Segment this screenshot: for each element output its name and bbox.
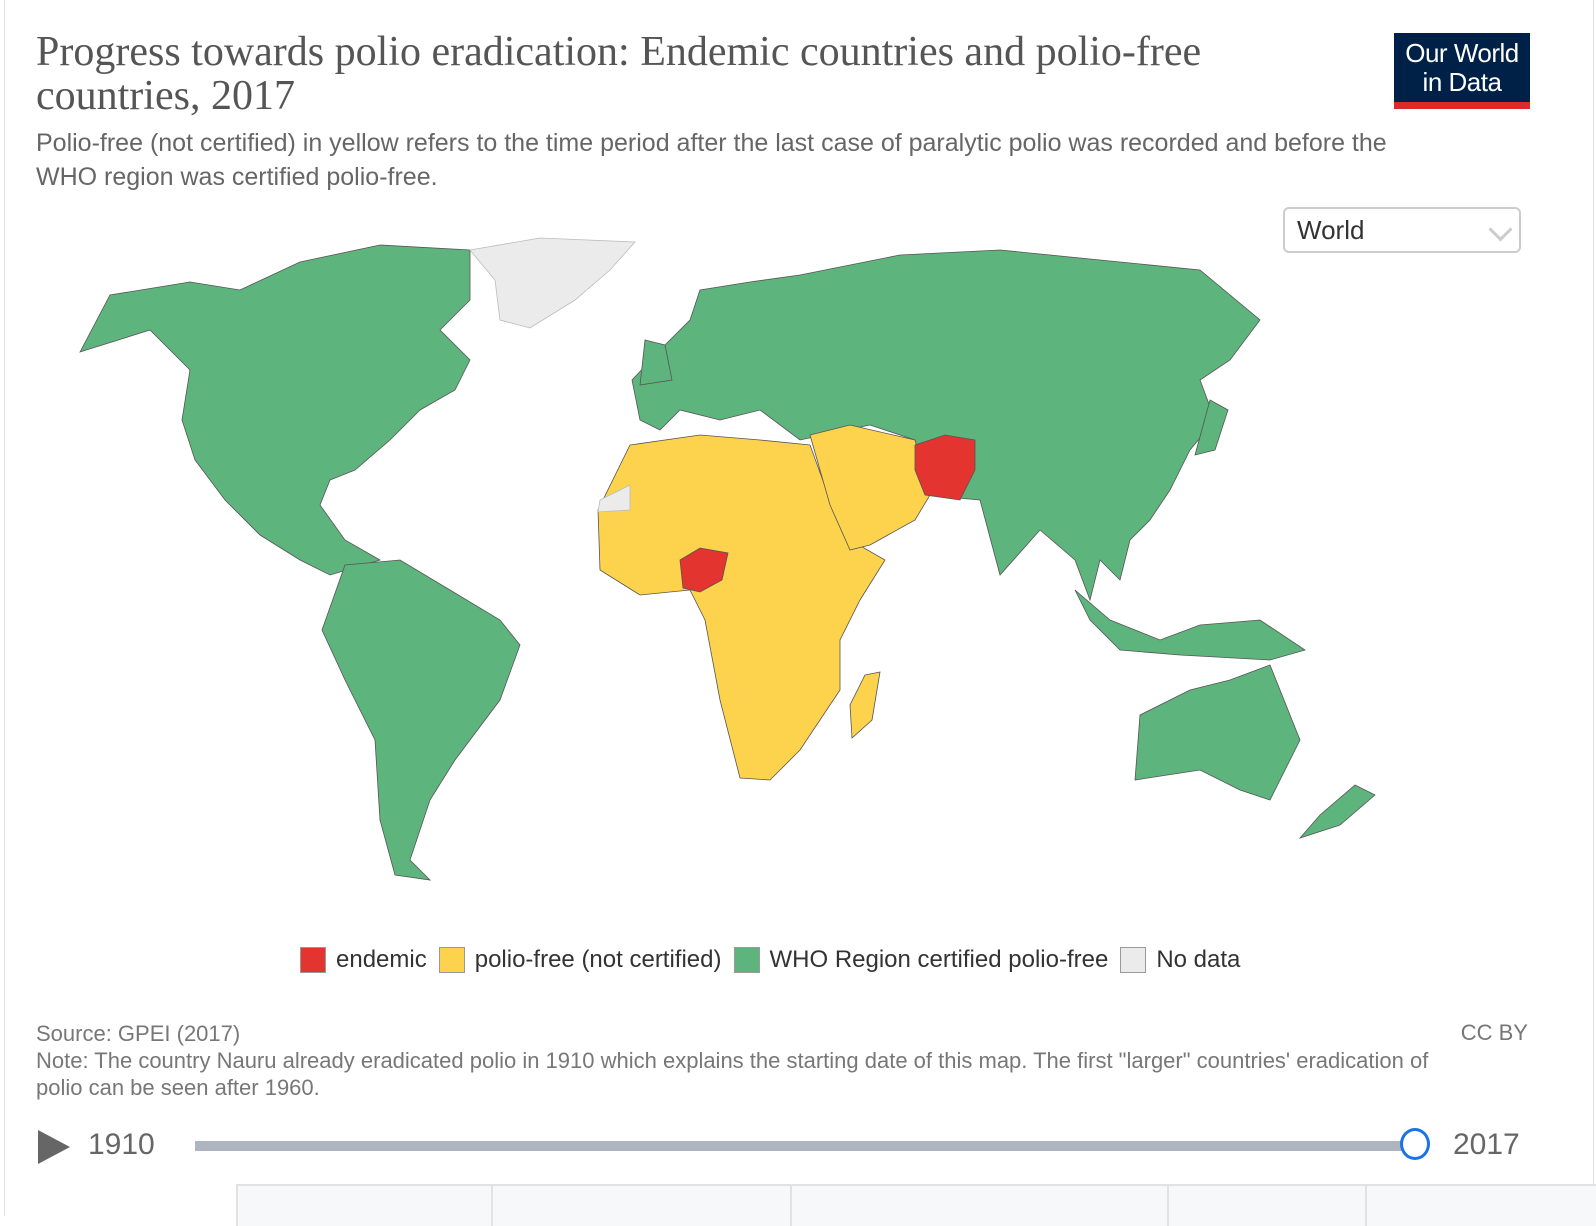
region-greenland[interactable]: [469, 237, 636, 329]
region-select-value: World: [1297, 215, 1365, 245]
play-icon[interactable]: [38, 1130, 70, 1164]
tab[interactable]: [491, 1186, 790, 1226]
note-text: Note: The country Nauru already eradicat…: [36, 1048, 1429, 1100]
region-africa[interactable]: [597, 434, 886, 781]
legend-item-polio-free[interactable]: polio-free (not certified): [438, 946, 722, 974]
legend-swatch: [733, 947, 760, 973]
region-madagascar[interactable]: [849, 671, 881, 739]
legend-label: endemic: [336, 946, 427, 973]
chart-title: Progress towards polio eradication: Ende…: [36, 29, 1202, 119]
legend-label: polio-free (not certified): [474, 946, 722, 973]
chart-subtitle: Polio-free (not certified) in yellow ref…: [36, 129, 1387, 191]
region-north-america[interactable]: [79, 244, 471, 576]
region-southeast-asia-islands[interactable]: [1074, 589, 1306, 661]
tab[interactable]: [789, 1186, 1167, 1226]
legend-item-endemic[interactable]: endemic: [300, 946, 427, 974]
timeline-start-year: 1910: [88, 1128, 155, 1161]
chart-tabs-bar: [236, 1184, 1596, 1226]
region-nigeria[interactable]: [679, 547, 729, 593]
region-australia[interactable]: [1134, 664, 1301, 801]
region-uk[interactable]: [639, 339, 673, 386]
region-afghanistan-pakistan[interactable]: [914, 434, 976, 501]
legend-item-certified[interactable]: WHO Region certified polio-free: [733, 946, 1109, 974]
timeline-end-year: 2017: [1453, 1128, 1520, 1161]
world-map: [79, 237, 1376, 881]
source-link[interactable]: Source: GPEI (2017): [36, 1021, 241, 1046]
legend-swatch: [438, 947, 465, 973]
legend-label: WHO Region certified polio-free: [769, 946, 1109, 973]
source-note: Source: GPEI (2017) Note: The country Na…: [36, 1020, 1436, 1101]
legend-swatch: [300, 947, 326, 973]
tab[interactable]: [236, 1186, 491, 1226]
region-new-zealand[interactable]: [1298, 784, 1376, 839]
legend-swatch: [1120, 947, 1147, 973]
timeline-slider-handle[interactable]: [1400, 1128, 1430, 1160]
chart-frame: [4, 0, 1594, 1216]
tab[interactable]: [1166, 1186, 1365, 1226]
region-western-sahara[interactable]: [597, 484, 631, 513]
tab[interactable]: [1364, 1186, 1596, 1226]
region-select[interactable]: World: [1283, 207, 1521, 253]
map-legend: endemic polio-free (not certified) WHO R…: [300, 946, 1252, 974]
region-japan[interactable]: [1194, 399, 1229, 456]
license-link[interactable]: CC BY: [1460, 1020, 1528, 1045]
timeline-slider-track[interactable]: [195, 1141, 1417, 1151]
legend-label: No data: [1156, 946, 1241, 973]
owid-logo[interactable]: Our World in Data: [1394, 33, 1530, 109]
legend-item-no-data[interactable]: No data: [1120, 946, 1240, 974]
region-south-america[interactable]: [321, 559, 521, 881]
region-middle-east[interactable]: [809, 424, 931, 551]
